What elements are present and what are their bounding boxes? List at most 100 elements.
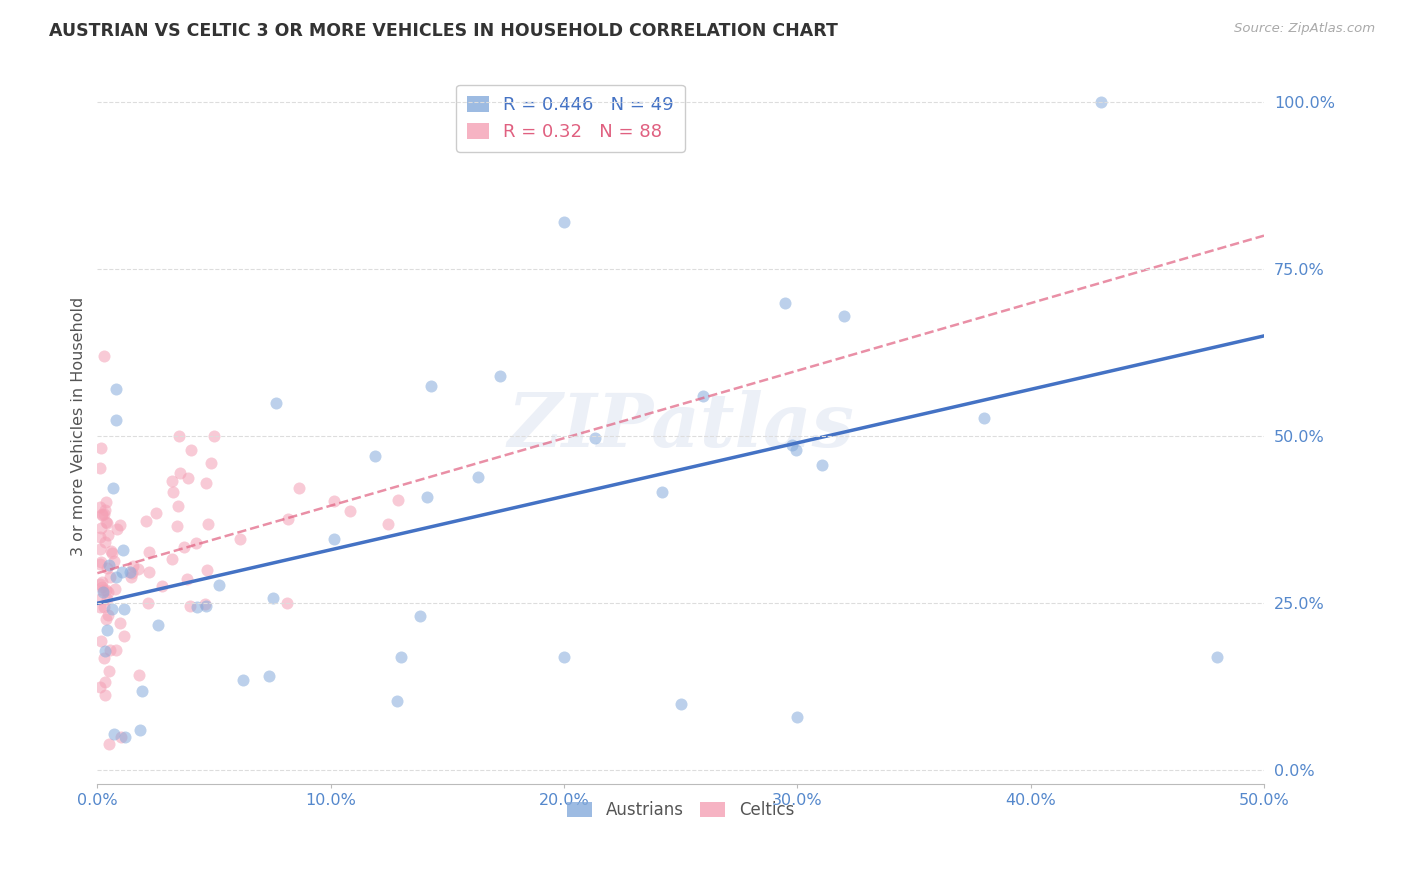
Point xyxy=(257,668,280,682)
Point xyxy=(112,602,135,616)
Point xyxy=(91,582,114,597)
Point xyxy=(111,566,134,580)
Point xyxy=(101,601,124,615)
Point xyxy=(91,580,114,594)
Point xyxy=(98,643,121,657)
Point xyxy=(467,470,489,484)
Point xyxy=(94,503,117,517)
Point xyxy=(90,441,112,455)
Point xyxy=(195,563,218,577)
Point xyxy=(94,535,117,549)
Point xyxy=(90,554,112,568)
Point xyxy=(389,649,412,664)
Point xyxy=(120,565,142,579)
Point xyxy=(89,592,111,607)
Point xyxy=(89,599,111,614)
Point xyxy=(105,570,128,584)
Point xyxy=(89,557,111,571)
Point xyxy=(179,599,201,614)
Point xyxy=(93,688,115,702)
Point xyxy=(122,558,145,573)
Point xyxy=(103,554,125,568)
Point xyxy=(786,710,808,724)
Point xyxy=(651,484,673,499)
Point xyxy=(232,673,254,688)
Point xyxy=(93,651,115,665)
Point xyxy=(128,723,150,737)
Point xyxy=(202,429,225,443)
Point xyxy=(90,633,112,648)
Point xyxy=(322,532,344,546)
Point xyxy=(162,485,184,500)
Point xyxy=(97,585,120,599)
Point xyxy=(184,536,207,550)
Point xyxy=(96,516,118,530)
Point xyxy=(120,570,142,584)
Point xyxy=(89,530,111,544)
Point xyxy=(1090,95,1112,109)
Point xyxy=(420,379,443,393)
Point xyxy=(89,681,111,695)
Point xyxy=(93,507,115,521)
Point xyxy=(98,558,121,572)
Point xyxy=(692,389,714,403)
Point xyxy=(197,516,219,531)
Point xyxy=(96,561,118,575)
Point xyxy=(150,579,173,593)
Legend: Austrians, Celtics: Austrians, Celtics xyxy=(561,794,800,825)
Point xyxy=(101,481,124,495)
Point xyxy=(105,413,128,427)
Point xyxy=(553,215,575,229)
Point xyxy=(782,438,804,452)
Point xyxy=(90,575,112,590)
Point xyxy=(89,500,111,515)
Point xyxy=(167,499,190,513)
Point xyxy=(127,562,149,576)
Point xyxy=(416,490,439,504)
Point xyxy=(208,578,231,592)
Point xyxy=(104,582,127,596)
Point xyxy=(195,599,218,614)
Point xyxy=(385,694,408,708)
Point xyxy=(97,608,120,623)
Point xyxy=(832,309,855,323)
Point xyxy=(97,664,120,678)
Point xyxy=(90,508,112,523)
Point xyxy=(94,675,117,690)
Point xyxy=(105,643,128,657)
Point xyxy=(194,476,217,491)
Point xyxy=(98,737,121,751)
Point xyxy=(228,532,250,546)
Point xyxy=(89,542,111,557)
Point xyxy=(135,514,157,528)
Point xyxy=(276,596,298,610)
Point xyxy=(97,527,120,541)
Point xyxy=(186,599,208,614)
Point xyxy=(169,466,191,480)
Point xyxy=(811,458,834,472)
Point xyxy=(553,649,575,664)
Point xyxy=(148,618,170,632)
Point xyxy=(180,442,202,457)
Point xyxy=(114,629,136,643)
Point xyxy=(94,643,117,657)
Point xyxy=(100,544,122,558)
Point xyxy=(96,495,118,509)
Point xyxy=(105,382,128,396)
Point xyxy=(138,545,160,559)
Point xyxy=(409,608,432,623)
Point xyxy=(322,494,344,508)
Point xyxy=(173,540,195,554)
Point xyxy=(110,730,132,744)
Point xyxy=(112,543,135,558)
Point xyxy=(277,512,299,526)
Point xyxy=(91,585,114,599)
Point xyxy=(96,592,118,607)
Y-axis label: 3 or more Vehicles in Household: 3 or more Vehicles in Household xyxy=(72,296,86,556)
Point xyxy=(96,623,118,637)
Point xyxy=(128,668,150,682)
Text: ZIPatlas: ZIPatlas xyxy=(508,390,853,462)
Point xyxy=(110,518,132,533)
Point xyxy=(94,612,117,626)
Point xyxy=(262,591,284,605)
